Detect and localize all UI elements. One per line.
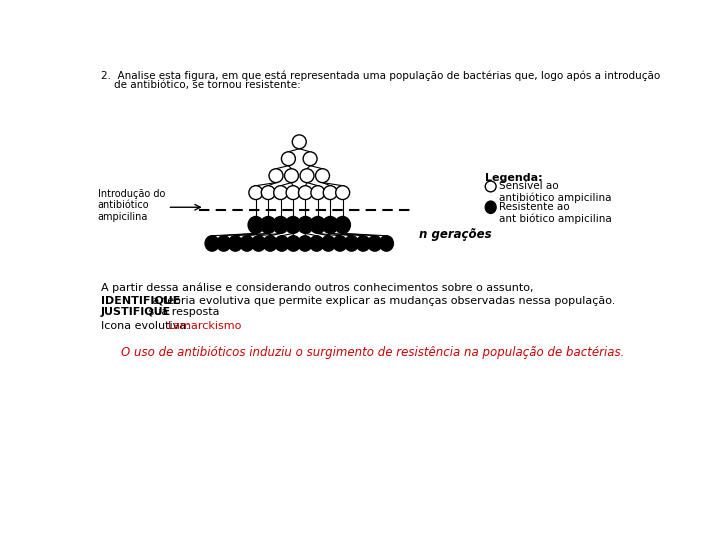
- Ellipse shape: [297, 217, 313, 233]
- Circle shape: [315, 168, 330, 183]
- Text: Introdução do
antibiótico
ampicilina: Introdução do antibiótico ampicilina: [98, 189, 165, 222]
- Circle shape: [299, 186, 312, 200]
- Text: de antibiótico, se tornou resistente:: de antibiótico, se tornou resistente:: [101, 80, 301, 90]
- Ellipse shape: [251, 236, 266, 251]
- Ellipse shape: [356, 236, 370, 251]
- Ellipse shape: [368, 236, 382, 251]
- Ellipse shape: [287, 236, 300, 251]
- Circle shape: [274, 186, 287, 200]
- Circle shape: [249, 186, 263, 200]
- Ellipse shape: [240, 236, 254, 251]
- Ellipse shape: [273, 217, 289, 233]
- Ellipse shape: [248, 217, 264, 233]
- Text: n gerações: n gerações: [419, 228, 492, 241]
- Ellipse shape: [310, 236, 324, 251]
- Text: JUSTIFIQUE: JUSTIFIQUE: [101, 307, 171, 318]
- Circle shape: [485, 181, 496, 192]
- Circle shape: [269, 168, 283, 183]
- Ellipse shape: [264, 236, 277, 251]
- Text: Legenda:: Legenda:: [485, 173, 543, 183]
- Text: Icona evolutiva:: Icona evolutiva:: [101, 321, 189, 331]
- Text: Lamarckismo: Lamarckismo: [168, 321, 242, 331]
- Ellipse shape: [323, 217, 338, 233]
- Ellipse shape: [298, 236, 312, 251]
- Circle shape: [303, 152, 317, 166]
- Circle shape: [261, 186, 275, 200]
- Ellipse shape: [205, 236, 219, 251]
- Circle shape: [323, 186, 337, 200]
- Ellipse shape: [285, 217, 301, 233]
- Circle shape: [300, 168, 314, 183]
- Circle shape: [284, 168, 299, 183]
- Ellipse shape: [310, 217, 325, 233]
- Ellipse shape: [275, 236, 289, 251]
- Ellipse shape: [485, 201, 496, 213]
- Text: 2.  Analise esta figura, em que está representada uma população de bactérias que: 2. Analise esta figura, em que está repr…: [101, 71, 660, 82]
- Text: Resistente ao
ant biótico ampicilina: Resistente ao ant biótico ampicilina: [499, 202, 612, 224]
- Ellipse shape: [217, 236, 230, 251]
- Ellipse shape: [321, 236, 336, 251]
- Ellipse shape: [333, 236, 347, 251]
- Text: Sensível ao
antibiótico ampicilina: Sensível ao antibiótico ampicilina: [499, 181, 612, 203]
- Text: a teoria evolutiva que permite explicar as mudanças observadas nessa população.: a teoria evolutiva que permite explicar …: [149, 296, 616, 306]
- Text: O uso de antibióticos induziu o surgimento de resistência na população de bactér: O uso de antibióticos induziu o surgimen…: [121, 346, 624, 359]
- Ellipse shape: [228, 236, 243, 251]
- Circle shape: [292, 135, 306, 148]
- Circle shape: [286, 186, 300, 200]
- Text: IDENTIFIQUE: IDENTIFIQUE: [101, 296, 180, 306]
- Circle shape: [282, 152, 295, 166]
- Ellipse shape: [345, 236, 359, 251]
- Ellipse shape: [261, 217, 276, 233]
- Circle shape: [311, 186, 325, 200]
- Text: A partir dessa análise e considerando outros conhecimentos sobre o assunto,: A partir dessa análise e considerando ou…: [101, 283, 534, 293]
- Text: sua resposta: sua resposta: [145, 307, 220, 318]
- Ellipse shape: [379, 236, 393, 251]
- Circle shape: [336, 186, 350, 200]
- Ellipse shape: [335, 217, 351, 233]
